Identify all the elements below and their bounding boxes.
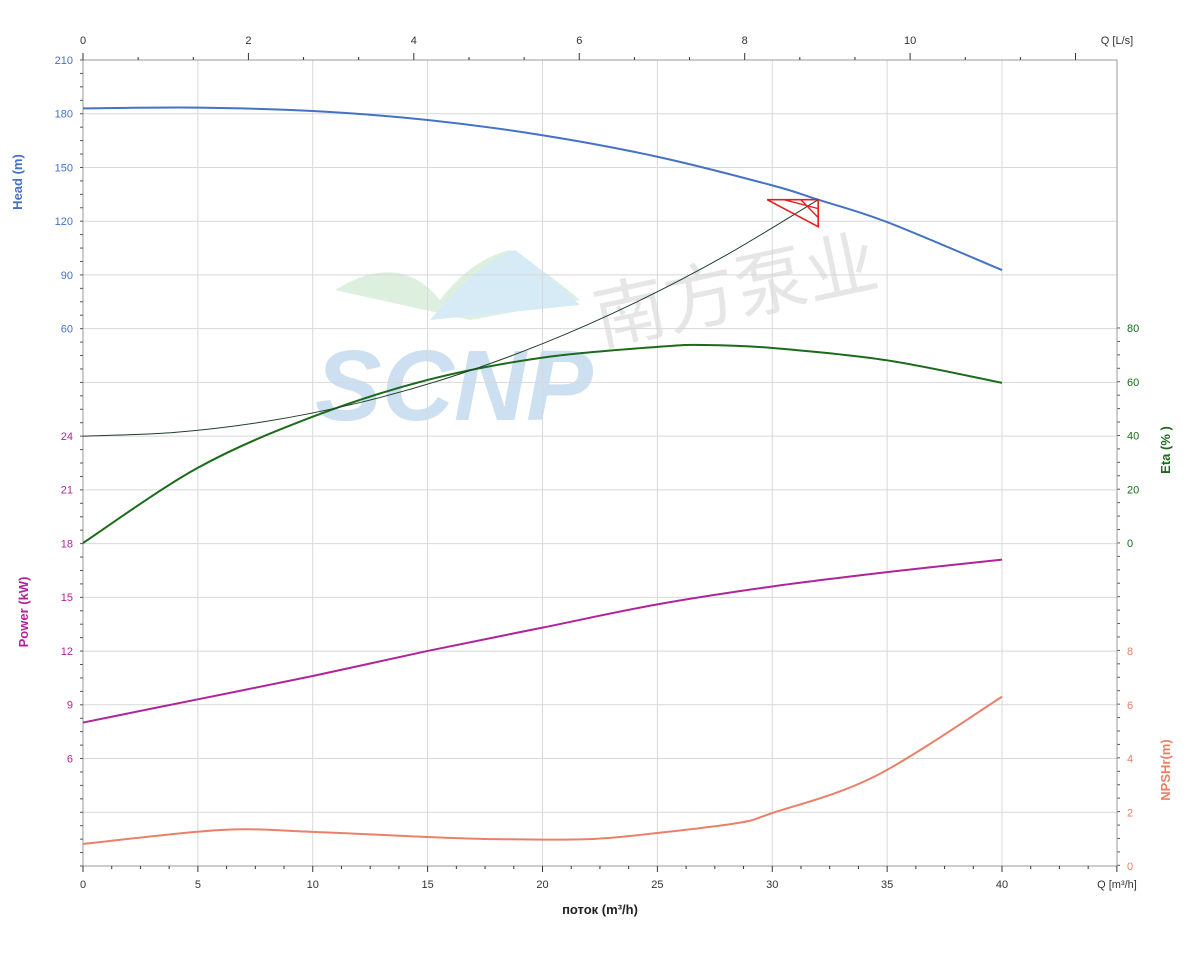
- x-top-tick-label: 8: [742, 35, 748, 47]
- head-curve: [82, 106, 1003, 272]
- eta-tick-label: 80: [1127, 323, 1139, 335]
- eta-tick-label: 0: [1127, 538, 1133, 550]
- x-top-tick-label: 6: [576, 35, 582, 47]
- power-tick-label: 21: [61, 485, 73, 497]
- head-tick-label: 60: [61, 324, 73, 336]
- eta-axis-title: Eta (% ): [1158, 426, 1173, 474]
- power-tick-label: 9: [67, 700, 73, 712]
- power-tick-label: 6: [67, 753, 73, 765]
- watermark-leaf: [335, 250, 580, 320]
- watermark-text: SCNP: [315, 330, 593, 442]
- head-tick-label: 120: [55, 216, 73, 228]
- x-tick-label: 15: [422, 879, 434, 891]
- x-axis-title: поток (m³/h): [562, 902, 638, 917]
- x-tick-label: 10: [307, 879, 319, 891]
- duty-point-hatch: [783, 199, 819, 210]
- x-tick-label: 5: [195, 879, 201, 891]
- power-tick-label: 18: [61, 538, 73, 550]
- npsh-tick-label: 2: [1127, 807, 1133, 819]
- head-tick-label: 210: [55, 55, 73, 67]
- npsh-tick-label: 8: [1127, 646, 1133, 658]
- eta-tick-label: 40: [1127, 431, 1139, 443]
- grid: [82, 59, 1118, 867]
- head-tick-label: 150: [55, 162, 73, 174]
- x-tick-label: 35: [881, 879, 893, 891]
- eta-curve: [82, 343, 1003, 544]
- power-tick-label: 12: [61, 646, 73, 658]
- npsh-tick-label: 6: [1127, 700, 1133, 712]
- head-tick-label: 90: [61, 270, 73, 282]
- eta-tick-label: 20: [1127, 484, 1139, 496]
- x-axis-unit-label: Q [m³/h]: [1097, 879, 1137, 891]
- power-tick-label: 24: [61, 431, 73, 443]
- duty-point-hatch: [800, 199, 819, 219]
- watermark-chinese: 南方泵业: [587, 223, 885, 361]
- watermark-wave: [430, 250, 580, 320]
- x-tick-label: 40: [996, 879, 1008, 891]
- power-tick-label: 15: [61, 592, 73, 604]
- duty-point-triangle: [766, 198, 819, 229]
- x-top-unit-label: Q [L/s]: [1101, 35, 1133, 47]
- head-axis-title: Head (m): [10, 154, 25, 210]
- x-top-tick-label: 4: [411, 35, 417, 47]
- npsh-axis-title: NPSHr(m): [1158, 739, 1173, 800]
- eta-tick-label: 60: [1127, 377, 1139, 389]
- x-top-tick-label: 2: [245, 35, 251, 47]
- x-tick-label: 20: [536, 879, 548, 891]
- power-axis-title: Power (kW): [16, 577, 31, 648]
- x-tick-label: 0: [80, 879, 86, 891]
- npsh-curve: [82, 695, 1003, 845]
- x-top-tick-label: 10: [904, 35, 916, 47]
- npsh-tick-label: 0: [1127, 861, 1133, 873]
- power-curve: [82, 558, 1003, 724]
- x-top-tick-label: 0: [80, 35, 86, 47]
- head-tick-label: 180: [55, 109, 73, 121]
- system-curve: [82, 199, 819, 437]
- npsh-tick-label: 4: [1127, 754, 1133, 766]
- x-tick-label: 25: [651, 879, 663, 891]
- x-tick-label: 30: [766, 879, 778, 891]
- duty-point-marker: [766, 198, 819, 229]
